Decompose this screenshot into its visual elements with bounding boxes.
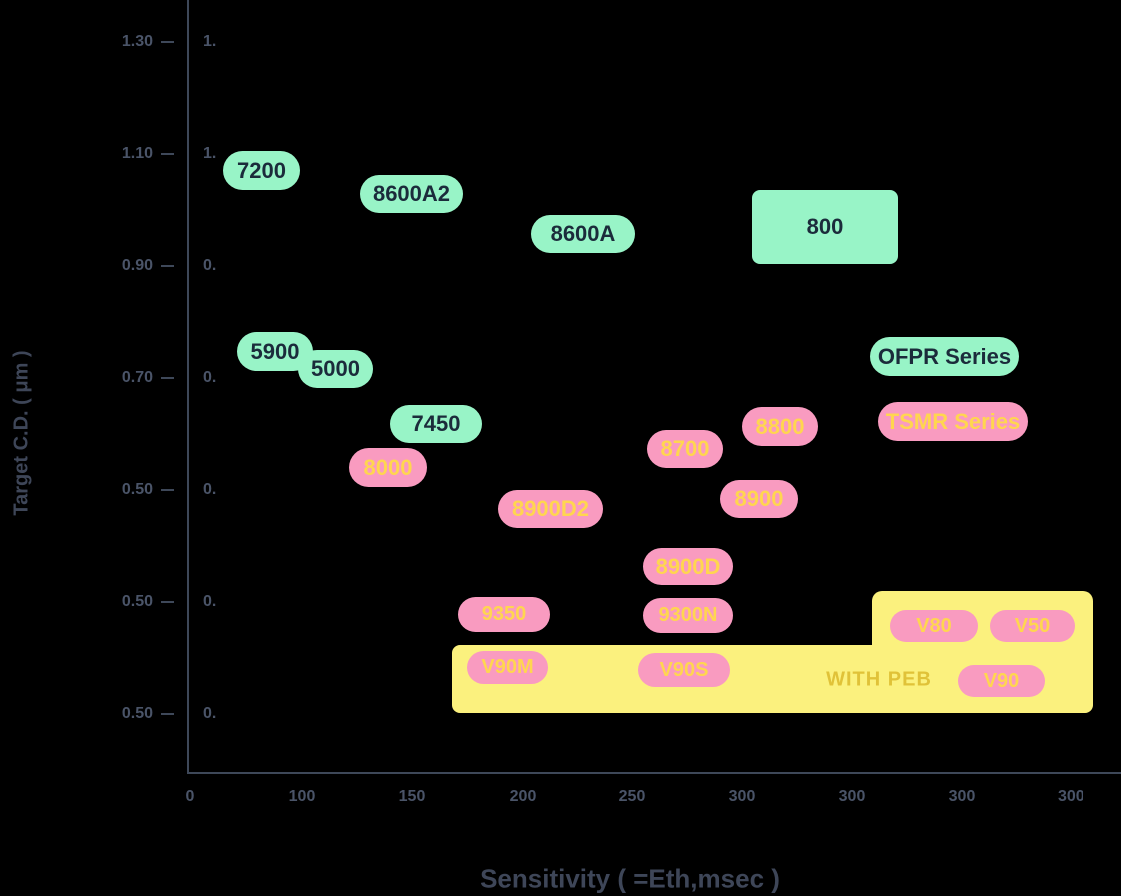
y-tick-label: 1.30 <box>121 33 153 50</box>
x-tick-label: 300 <box>838 788 866 805</box>
bubble-ofpr-series: OFPR Series <box>870 337 1019 376</box>
bubble-9350: 9350 <box>458 597 550 632</box>
x-tick-label: 150 <box>398 788 426 805</box>
bubble-v90: V90 <box>958 665 1045 697</box>
bubble-5000: 5000 <box>298 350 373 388</box>
y-axis-line <box>187 0 189 774</box>
y-tick-mark <box>161 601 174 603</box>
y-tick-inner-label: 0. <box>203 481 217 498</box>
y-tick-inner-label: 1. <box>203 33 217 50</box>
y-tick-inner-label: 0. <box>203 369 217 386</box>
y-axis-title: Target C.D. ( μm ) <box>10 350 33 516</box>
x-tick-label: 250 <box>618 788 646 805</box>
bubble-v50: V50 <box>990 610 1075 642</box>
bubble-8600a: 8600A <box>531 215 635 253</box>
x-axis-line <box>187 772 1121 774</box>
bubble-7450: 7450 <box>390 405 482 443</box>
x-tick-label: 200 <box>509 788 537 805</box>
with-peb-region-label: WITH PEB <box>826 668 932 691</box>
bubble-tsmr-series: TSMR Series <box>878 402 1028 441</box>
y-tick-label: 0.50 <box>121 593 153 610</box>
y-tick-label: 0.50 <box>121 705 153 722</box>
bubble-8000: 8000 <box>349 448 427 487</box>
x-tick-label: 100 <box>288 788 316 805</box>
x-tick-label: 0 <box>185 788 195 805</box>
x-tick-label: 300 <box>728 788 756 805</box>
y-tick-inner-label: 1. <box>203 145 217 162</box>
y-tick-label: 0.70 <box>121 369 153 386</box>
bubble-v90m: V90M <box>467 651 548 684</box>
y-tick-label: 0.50 <box>121 481 153 498</box>
x-tick-label: 300 <box>1058 788 1083 805</box>
bubble-7200: 7200 <box>223 151 300 190</box>
bubble-8800: 8800 <box>742 407 818 446</box>
y-tick-inner-label: 0. <box>203 705 217 722</box>
y-tick-mark <box>161 489 174 491</box>
y-tick-mark <box>161 153 174 155</box>
x-axis-title: Sensitivity ( =Eth,msec ) <box>480 863 780 894</box>
bubble-8700: 8700 <box>647 430 723 468</box>
bubble-8900: 8900 <box>720 480 798 518</box>
bubble-v80: V80 <box>890 610 978 642</box>
bubble-v90s: V90S <box>638 653 730 687</box>
y-tick-label: 0.90 <box>121 257 153 274</box>
y-tick-mark <box>161 41 174 43</box>
x-tick-label: 300 <box>948 788 976 805</box>
y-tick-inner-label: 0. <box>203 257 217 274</box>
bubble-8600a2: 8600A2 <box>360 175 463 213</box>
y-tick-mark <box>161 377 174 379</box>
y-tick-mark <box>161 265 174 267</box>
y-tick-mark <box>161 713 174 715</box>
y-tick-inner-label: 0. <box>203 593 217 610</box>
bubble-8900d2: 8900D2 <box>498 490 603 528</box>
y-tick-label: 1.10 <box>121 145 153 162</box>
bubble-9300n: 9300N <box>643 598 733 633</box>
bubble-8900d: 8900D <box>643 548 733 585</box>
bubble-800: 800 <box>752 190 898 264</box>
